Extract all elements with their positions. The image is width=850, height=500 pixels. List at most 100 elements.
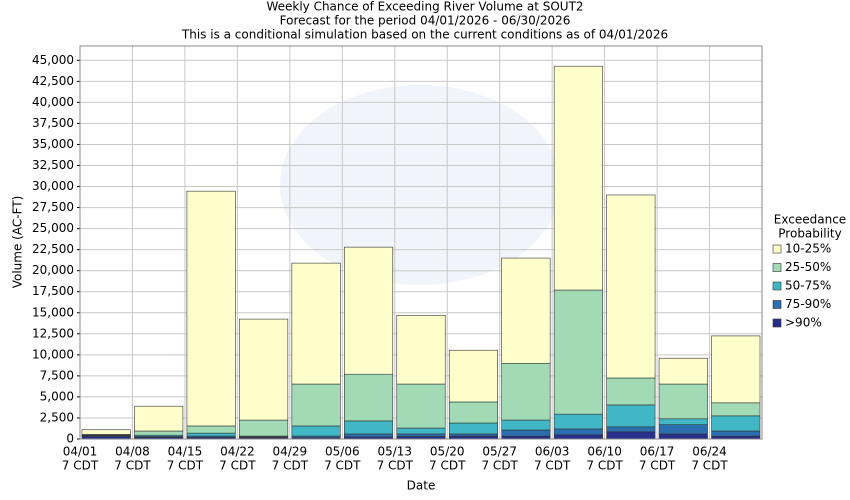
x-tick-label: 7 CDT (639, 459, 676, 473)
y-tick-label: 17,500 (32, 284, 74, 298)
x-tick-label: 7 CDT (272, 459, 309, 473)
x-tick-label: 06/17 (640, 445, 675, 459)
y-tick-label: 15,000 (32, 305, 74, 319)
x-tick-label: 05/20 (430, 445, 465, 459)
bar-segment (501, 362, 551, 421)
y-tick-label: 0 (66, 432, 74, 446)
x-tick-label: 05/06 (325, 445, 360, 459)
x-tick-label: 7 CDT (377, 459, 414, 473)
bar-segment (134, 430, 184, 436)
x-tick-label: 7 CDT (167, 459, 204, 473)
legend-swatch (772, 263, 782, 272)
plot-border (79, 45, 763, 440)
bar-segment (658, 433, 708, 440)
chart-subtitle: Forecast for the period 04/01/2026 - 06/… (280, 14, 571, 28)
bar-segment (186, 432, 236, 437)
bar-segment (186, 425, 236, 434)
legend-label: 75-90% (785, 297, 831, 311)
bar-segment (501, 257, 551, 364)
x-tick-label: 7 CDT (586, 459, 623, 473)
y-tick-label: 2,500 (40, 410, 74, 424)
x-tick-label: 7 CDT (324, 459, 361, 473)
bar-segment (606, 431, 656, 440)
bar-segment (291, 262, 341, 385)
legend-label: 10-25% (785, 242, 831, 256)
bar-segment (448, 433, 498, 437)
bar-segment (606, 426, 656, 433)
x-tick-label: 04/29 (273, 445, 308, 459)
x-tick-label: 7 CDT (534, 459, 571, 473)
x-tick-label: 7 CDT (691, 459, 728, 473)
bar-segment (606, 404, 656, 428)
y-tick-label: 32,500 (32, 158, 74, 172)
x-tick-label: 04/01 (63, 445, 98, 459)
y-tick-label: 37,500 (32, 116, 74, 130)
legend-title: Probability (778, 227, 841, 241)
bar-segment (501, 429, 551, 437)
bar-segment (658, 418, 708, 425)
bar-segment (658, 357, 708, 385)
legend-swatch (772, 281, 782, 291)
bar-segment (239, 318, 289, 421)
bar-segment (186, 190, 236, 427)
x-tick-label: 7 CDT (429, 459, 466, 473)
bar-segment (344, 420, 394, 435)
bar-segment (291, 425, 341, 437)
legend-label: 50-75% (785, 279, 831, 293)
y-tick-label: 45,000 (32, 53, 74, 67)
bar-segment (553, 428, 603, 436)
y-tick-label: 20,000 (32, 263, 74, 277)
bar-segment (81, 429, 131, 435)
y-tick-label: 12,500 (32, 326, 74, 340)
y-axis-label: Volume (AC-FT) (11, 196, 25, 289)
x-tick-label: 06/24 (692, 445, 727, 459)
legend-swatch (772, 318, 782, 328)
y-tick-label: 7,500 (40, 368, 74, 382)
bar-segment (291, 383, 341, 427)
bar-segment (606, 194, 656, 379)
y-tick-label: 40,000 (32, 95, 74, 109)
legend-label: 25-50% (785, 260, 831, 274)
bar-segment (448, 349, 498, 403)
x-tick-label: 7 CDT (481, 459, 518, 473)
x-tick-label: 05/27 (482, 445, 517, 459)
bar-segment (553, 434, 603, 440)
y-tick-label: 30,000 (32, 179, 74, 193)
bar-segment (501, 419, 551, 431)
x-axis-label: Date (407, 479, 436, 493)
y-tick-label: 25,000 (32, 221, 74, 235)
x-tick-label: 7 CDT (62, 459, 99, 473)
bar-segment (553, 289, 603, 415)
bar-segment (553, 413, 603, 430)
bar-segment (658, 424, 708, 435)
y-tick-label: 10,000 (32, 347, 74, 361)
x-tick-label: 04/15 (168, 445, 203, 459)
bar-segment (658, 383, 708, 420)
y-tick-label: 27,500 (32, 200, 74, 214)
bar-segment (396, 427, 446, 435)
bar-segment (134, 405, 184, 432)
bar-segment (344, 433, 394, 438)
x-tick-label: 06/03 (535, 445, 570, 459)
x-tick-label: 06/10 (587, 445, 622, 459)
x-tick-label: 04/08 (115, 445, 150, 459)
x-tick-label: 7 CDT (114, 459, 151, 473)
legend-label: >90% (785, 316, 822, 330)
bar-segment (711, 415, 761, 432)
x-tick-label: 7 CDT (219, 459, 256, 473)
y-tick-label: 5,000 (40, 389, 74, 403)
x-tick-label: 05/13 (377, 445, 412, 459)
legend-title: Exceedance (774, 213, 846, 227)
bar-segment (711, 430, 761, 437)
bar-segment (606, 377, 656, 406)
bar-segment (711, 402, 761, 417)
bar-segment (396, 314, 446, 385)
legend-swatch (772, 244, 782, 254)
chart-title: Weekly Chance of Exceeding River Volume … (266, 0, 583, 14)
bar-segment (448, 422, 498, 435)
y-tick-label: 35,000 (32, 137, 74, 151)
bar-segment (396, 433, 446, 437)
bar-segment (448, 401, 498, 424)
bar-segment (239, 419, 289, 437)
